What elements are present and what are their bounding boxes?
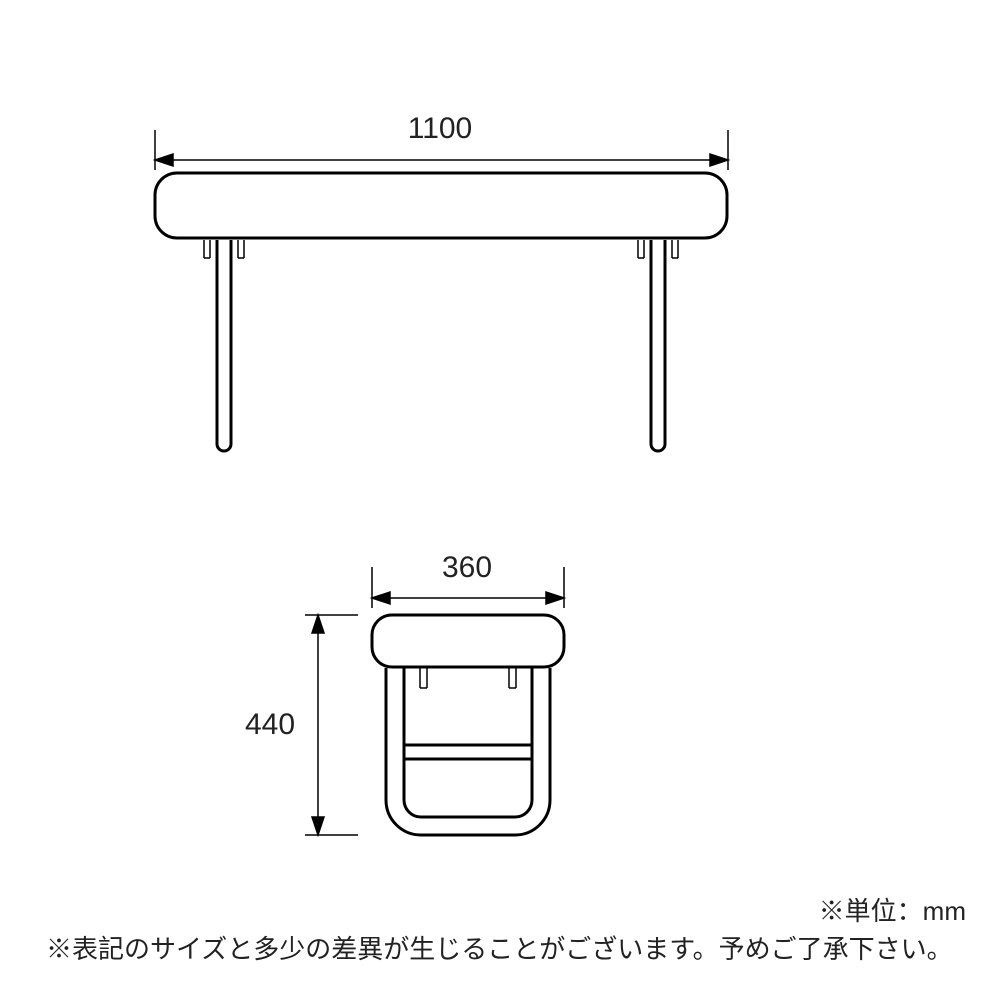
height-value: 440 [240,708,300,742]
bench-drawing-svg [0,0,1000,1000]
unit-note: ※単位：mm [819,891,966,928]
width-value: 1100 [400,112,480,146]
side-seat [372,615,564,667]
front-seat [155,173,727,238]
technical-drawing: 1100 360 440 ※単位：mm ※表記のサイズと多少の差異が生じることが… [0,0,1000,1000]
height-dimension [305,615,358,835]
depth-value: 360 [432,551,502,585]
side-legs [386,668,550,835]
front-legs [204,240,678,451]
disclaimer-note: ※表記のサイズと多少の差異が生じることがございます。予めご了承下さい。 [46,929,953,966]
